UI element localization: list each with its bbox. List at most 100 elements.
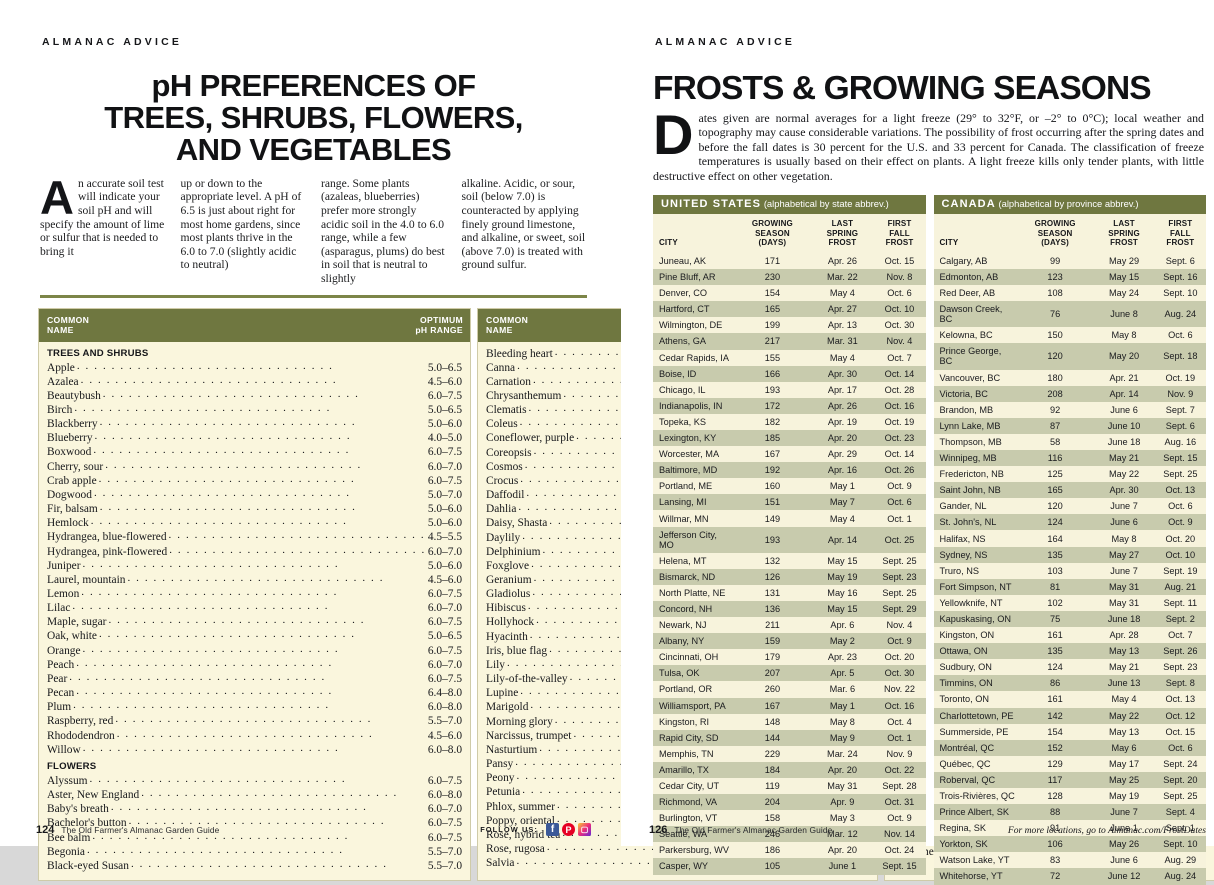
first-fall-frost-cell: Sept. 6 — [1165, 256, 1195, 267]
ph-range: 6.0–7.5 — [427, 774, 463, 787]
first-fall-frost-cell: Oct. 19 — [884, 416, 915, 427]
first-fall-frost-cell: Nov. 22 — [884, 684, 915, 695]
ph-range: 6.0–7.0 — [427, 460, 463, 473]
leader-dots: . . . . . . . . . . . . . . . . . . . . … — [72, 600, 330, 613]
banner-note: (alphabetical by state abbrev.) — [763, 198, 889, 210]
table-row: Topeka, KS 182 Apr. 19 Oct. 19 — [653, 413, 926, 430]
plant-name: Cherry, sour — [47, 460, 104, 473]
first-fall-frost-cell: Aug. 24 — [1164, 871, 1197, 882]
city-cell: Kingston, ON — [939, 630, 995, 641]
plant-name: Nasturtium — [486, 743, 538, 756]
plant-name: Orange — [47, 644, 81, 657]
table-row: Wilmington, DE 199 Apr. 13 Oct. 30 — [653, 317, 926, 334]
pinterest-icon[interactable]: P — [562, 823, 575, 836]
growing-season-cell: 171 — [764, 256, 781, 267]
first-fall-frost-cell: Sept. 7 — [1165, 404, 1195, 415]
first-fall-frost-cell: Sept. 23 — [1163, 662, 1198, 673]
table-row: Calgary, AB 99 May 29 Sept. 6 — [933, 252, 1206, 270]
table-row: Portland, OR 260 Mar. 6 Nov. 22 — [653, 681, 926, 698]
frost-col-header: CITY — [653, 214, 734, 253]
growing-season-cell: 165 — [1047, 485, 1063, 496]
ph-range: 6.0–7.5 — [427, 588, 463, 601]
first-fall-frost-cell: Oct. 9 — [887, 813, 912, 824]
ph-range: 5.0–6.0 — [427, 418, 463, 431]
city-cell: Chicago, IL — [659, 384, 706, 395]
first-fall-frost-cell: Oct. 23 — [884, 433, 915, 444]
first-fall-frost-cell: Nov. 4 — [886, 620, 913, 631]
ph-range: 6.0–7.5 — [427, 644, 463, 657]
plant-name: Peony — [486, 772, 515, 785]
ph-range: 5.5–7.0 — [427, 859, 463, 872]
last-spring-frost-cell: May 13 — [1108, 646, 1140, 657]
ph-range: 5.0–6.0 — [427, 517, 463, 530]
last-spring-frost-cell: May 2 — [829, 636, 855, 647]
first-fall-frost-cell: Sept. 10 — [1163, 839, 1198, 850]
table-row: Victoria, BC 208 Apr. 14 Nov. 9 — [933, 385, 1206, 402]
plant-name: Alyssum — [47, 774, 88, 787]
plant-name: Bachelor's button — [47, 817, 127, 830]
table-row: Lexington, KY 185 Apr. 20 Oct. 23 — [653, 430, 926, 447]
ph-range: 6.0–8.0 — [427, 789, 463, 802]
leader-dots: . . . . . . . . . . . . . . . . . . . . … — [89, 772, 347, 785]
plant-name: Apple — [47, 361, 75, 374]
city-cell: Sydney, NS — [939, 549, 988, 560]
plant-name: Geranium — [486, 574, 532, 587]
table-row: Boise, ID 166 Apr. 30 Oct. 14 — [653, 365, 926, 382]
first-fall-frost-cell: Nov. 8 — [886, 272, 913, 283]
growing-season-cell: 99 — [1049, 256, 1061, 267]
first-fall-frost-cell: Oct. 20 — [1165, 533, 1196, 544]
ph-row: Cherry, sour. . . . . . . . . . . . . . … — [47, 459, 463, 474]
growing-season-cell: 120 — [1047, 501, 1063, 512]
book-name: The Old Farmer's Almanac Garden Guide — [61, 824, 220, 835]
growing-season-cell: 58 — [1049, 436, 1061, 447]
first-fall-frost-cell: Oct. 6 — [887, 497, 912, 508]
last-spring-frost-cell: May 24 — [1108, 288, 1140, 299]
last-spring-frost-cell: Apr. 26 — [827, 400, 857, 411]
ph-range: 6.0–7.0 — [427, 602, 463, 615]
first-fall-frost-cell: Oct. 28 — [884, 384, 915, 395]
last-spring-frost-cell: May 4 — [829, 513, 855, 524]
city-cell: Saint John, NB — [939, 485, 1001, 496]
ph-row: Bachelor's button. . . . . . . . . . . .… — [47, 815, 463, 830]
plant-name: Birch — [47, 403, 73, 416]
last-spring-frost-cell: Mar. 22 — [827, 272, 858, 283]
city-cell: Bismarck, ND — [659, 571, 716, 582]
table-row: Charlottetown, PE 142 May 22 Oct. 12 — [933, 707, 1206, 724]
leader-dots: . . . . . . . . . . . . . . . . . . . . … — [116, 727, 374, 740]
last-spring-frost-cell: Apr. 20 — [827, 433, 857, 444]
ph-row: Willow. . . . . . . . . . . . . . . . . … — [47, 742, 462, 757]
table-row: Amarillo, TX 184 Apr. 20 Oct. 22 — [653, 761, 926, 778]
facebook-icon[interactable]: f — [546, 823, 559, 836]
table-row: Kingston, ON 161 Apr. 28 Oct. 7 — [933, 627, 1206, 644]
growing-season-cell: 158 — [764, 813, 781, 824]
growing-season-cell: 211 — [765, 620, 780, 631]
frost-col-header: GROWING SEASON (DAYS) — [1016, 214, 1094, 253]
ph-group-heading: FLOWERS — [47, 760, 97, 772]
ph-range: 6.0–7.5 — [427, 817, 463, 830]
drop-cap-a: A — [40, 170, 74, 224]
first-fall-frost-cell: Sept. 23 — [882, 571, 917, 582]
table-row: Memphis, TN 229 Mar. 24 Nov. 9 — [653, 745, 926, 762]
ph-row: Hydrangea, blue-flowered. . . . . . . . … — [47, 529, 462, 544]
city-cell: Victoria, BC — [939, 388, 988, 399]
last-spring-frost-cell: May 21 — [1108, 662, 1140, 673]
growing-season-cell: 117 — [1047, 774, 1063, 785]
city-cell: Red Deer, AB — [939, 288, 996, 299]
first-fall-frost-cell: Aug. 24 — [1164, 309, 1197, 320]
table-row: Bismarck, ND 126 May 19 Sept. 23 — [653, 568, 926, 585]
growing-season-cell: 164 — [1047, 533, 1063, 544]
city-cell: Calgary, AB — [939, 256, 988, 267]
frost-data-table: CITY GROWING SEASON (DAYS) LAST SPRING FROST… — [653, 214, 926, 875]
instagram-icon[interactable]: ▢ — [578, 823, 591, 836]
ph-range: 5.0–6.5 — [427, 403, 463, 416]
ph-range: 6.0–7.0 — [427, 658, 463, 671]
first-fall-frost-cell: Sept. 4 — [1165, 807, 1195, 818]
plant-name: Iris, blue flag — [486, 644, 548, 657]
first-fall-frost-cell: Sept. 16 — [1163, 272, 1198, 283]
city-cell: Sudbury, ON — [939, 662, 992, 673]
ph-row: Hydrangea, pink-flowered. . . . . . . . … — [47, 544, 462, 559]
leader-dots: . . . . . . . . . . . . . . . . . . . . … — [86, 843, 344, 856]
last-spring-frost-cell: May 4 — [829, 288, 855, 299]
growing-season-cell: 125 — [1047, 469, 1063, 480]
